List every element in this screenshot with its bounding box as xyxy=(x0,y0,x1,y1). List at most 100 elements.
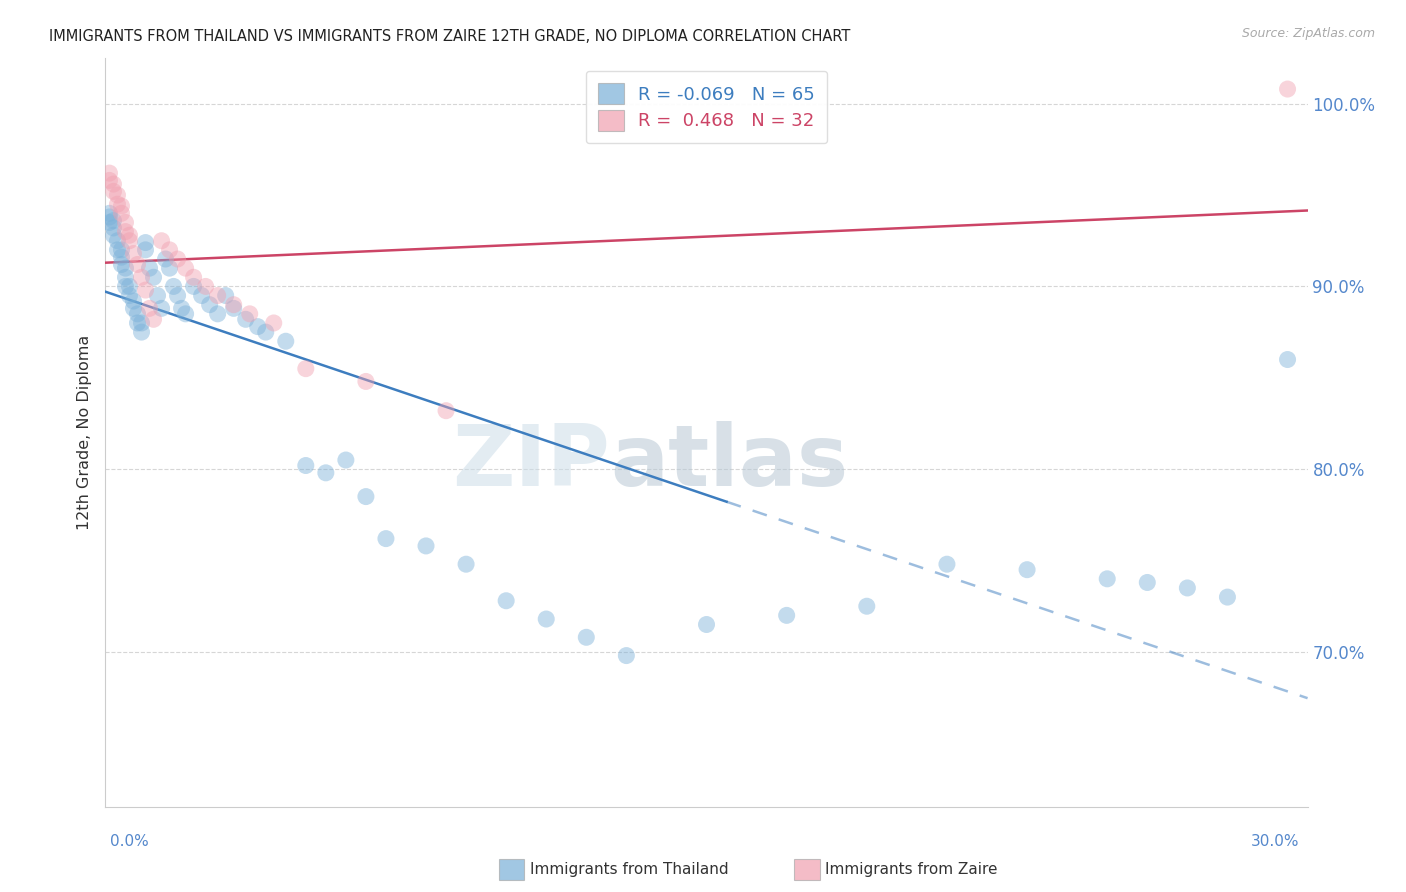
Point xyxy=(150,301,173,316)
Point xyxy=(335,453,357,467)
Point xyxy=(222,301,245,316)
Point xyxy=(98,210,121,224)
Point xyxy=(183,279,205,293)
Point xyxy=(246,319,269,334)
Point xyxy=(214,288,236,302)
Point xyxy=(142,312,165,326)
Text: IMMIGRANTS FROM THAILAND VS IMMIGRANTS FROM ZAIRE 12TH GRADE, NO DIPLOMA CORRELA: IMMIGRANTS FROM THAILAND VS IMMIGRANTS F… xyxy=(49,29,851,44)
Point xyxy=(127,316,149,330)
Point xyxy=(122,293,145,308)
Point xyxy=(1216,590,1239,604)
Point xyxy=(98,166,121,180)
Point xyxy=(1097,572,1119,586)
Point xyxy=(103,228,125,243)
Point xyxy=(1277,352,1299,367)
Point xyxy=(107,197,129,211)
Point xyxy=(235,312,257,326)
Point xyxy=(127,258,149,272)
Point xyxy=(114,225,136,239)
Point xyxy=(107,234,129,248)
Point xyxy=(194,279,217,293)
Text: Immigrants from Zaire: Immigrants from Zaire xyxy=(825,863,998,877)
Point xyxy=(135,243,157,257)
Point xyxy=(222,298,245,312)
Point xyxy=(162,279,184,293)
Point xyxy=(146,288,169,302)
Point xyxy=(103,213,125,227)
Point xyxy=(263,316,285,330)
Point xyxy=(1017,563,1039,577)
Point xyxy=(534,612,557,626)
Point xyxy=(190,288,212,302)
Point xyxy=(295,361,318,376)
Point xyxy=(107,188,129,202)
Point xyxy=(110,250,132,264)
Point xyxy=(114,215,136,229)
Point xyxy=(107,243,129,257)
Point xyxy=(354,375,377,389)
Point xyxy=(166,252,188,266)
Point xyxy=(274,334,297,349)
Point xyxy=(616,648,638,663)
Point xyxy=(118,228,141,243)
Point xyxy=(103,185,125,199)
Point xyxy=(696,617,718,632)
Point xyxy=(103,221,125,235)
Point xyxy=(138,261,160,276)
Point xyxy=(98,173,121,187)
Point xyxy=(103,177,125,191)
Point xyxy=(110,258,132,272)
Point xyxy=(131,325,153,339)
Point xyxy=(127,307,149,321)
Text: atlas: atlas xyxy=(610,421,849,504)
Point xyxy=(131,316,153,330)
Point xyxy=(166,288,188,302)
Point xyxy=(159,261,181,276)
Point xyxy=(114,279,136,293)
Point xyxy=(155,252,177,266)
Point xyxy=(315,466,337,480)
Text: 0.0%: 0.0% xyxy=(110,834,149,848)
Point xyxy=(1136,575,1159,590)
Point xyxy=(354,490,377,504)
Point xyxy=(131,270,153,285)
Point xyxy=(122,301,145,316)
Point xyxy=(118,234,141,248)
Text: 30.0%: 30.0% xyxy=(1251,834,1299,848)
Point xyxy=(114,261,136,276)
Point xyxy=(855,599,877,614)
Point xyxy=(118,288,141,302)
Point xyxy=(207,307,229,321)
Point xyxy=(118,279,141,293)
Point xyxy=(198,298,221,312)
Point xyxy=(114,270,136,285)
Point xyxy=(138,301,160,316)
Point xyxy=(936,558,959,572)
Point xyxy=(239,307,262,321)
Point xyxy=(159,243,181,257)
Point xyxy=(415,539,437,553)
Point xyxy=(110,243,132,257)
Point xyxy=(110,199,132,213)
Point xyxy=(1277,82,1299,96)
Legend: R = -0.069   N = 65, R =  0.468   N = 32: R = -0.069 N = 65, R = 0.468 N = 32 xyxy=(586,70,827,143)
Point xyxy=(575,630,598,644)
Point xyxy=(434,403,457,417)
Point xyxy=(374,532,398,546)
Point xyxy=(98,206,121,220)
Point xyxy=(295,458,318,473)
Y-axis label: 12th Grade, No Diploma: 12th Grade, No Diploma xyxy=(77,335,93,530)
Point xyxy=(142,270,165,285)
Point xyxy=(454,558,477,572)
Point xyxy=(174,307,197,321)
Point xyxy=(254,325,277,339)
Point xyxy=(207,288,229,302)
Text: Source: ZipAtlas.com: Source: ZipAtlas.com xyxy=(1241,27,1375,40)
Point xyxy=(98,215,121,229)
Point xyxy=(135,235,157,250)
Point xyxy=(170,301,193,316)
Point xyxy=(110,206,132,220)
Point xyxy=(183,270,205,285)
Text: Immigrants from Thailand: Immigrants from Thailand xyxy=(530,863,728,877)
Point xyxy=(1177,581,1199,595)
